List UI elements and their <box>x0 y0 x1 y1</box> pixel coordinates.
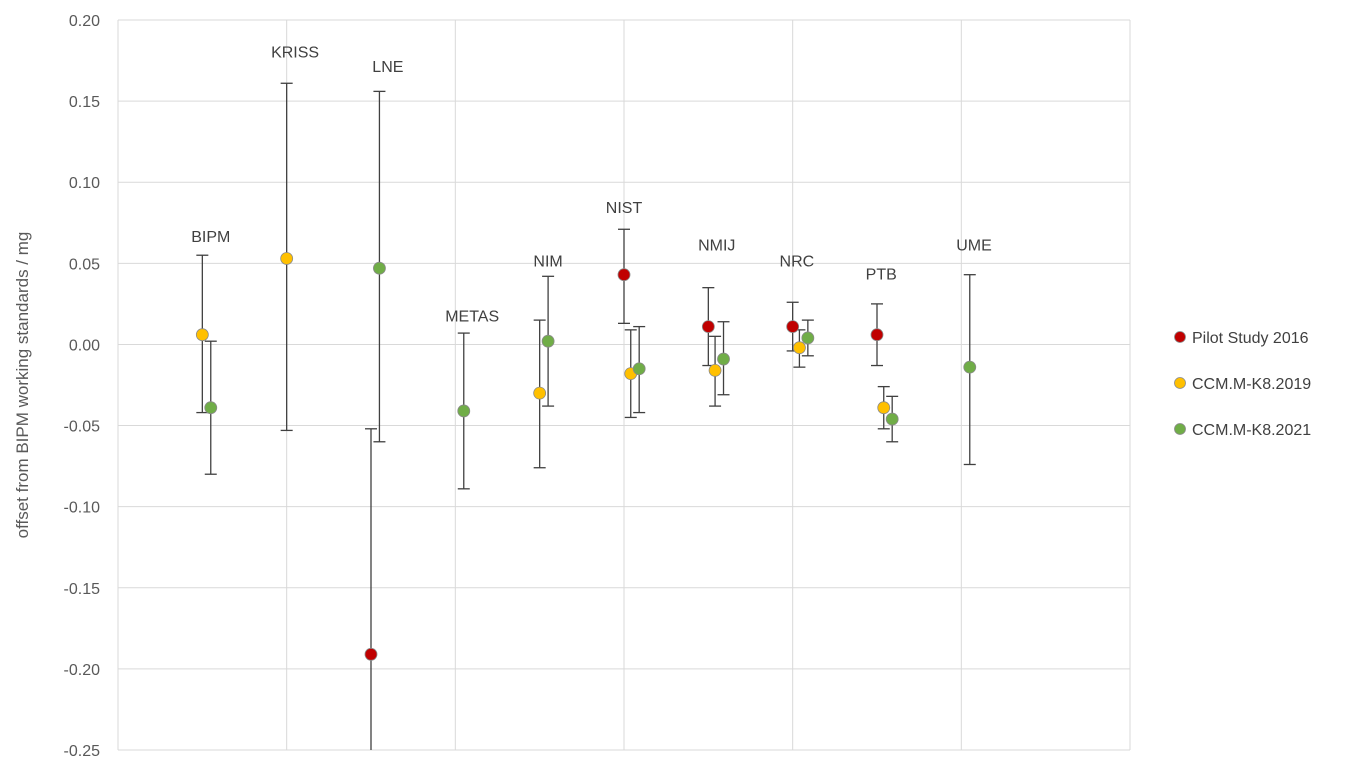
legend-marker <box>1174 423 1186 435</box>
legend-marker <box>1174 377 1186 389</box>
data-point-ptb <box>885 412 899 426</box>
y-tick-label: -0.20 <box>64 662 101 679</box>
legend: Pilot Study 2016 CCM.M-K8.2019 CCM.M-K8.20… <box>1174 330 1311 439</box>
data-point-nist <box>617 268 631 282</box>
category-label-metas: METAS <box>445 309 499 326</box>
data-point-ume <box>963 360 977 374</box>
y-tick-labels: 0.20 0.15 0.10 0.05 0.00 -0.05 -0.10 -0.15 -0.20… <box>64 13 101 760</box>
error-bar-layer <box>196 82 976 750</box>
y-tick-label: -0.25 <box>64 743 101 760</box>
data-point-kriss <box>280 252 294 265</box>
data-point-lne <box>373 261 386 275</box>
data-point-nim <box>533 386 547 400</box>
y-tick-label: 0.15 <box>69 94 100 111</box>
data-point-nist <box>632 362 646 376</box>
category-label-ume: UME <box>956 237 992 254</box>
category-label-nmij: NMIJ <box>698 237 735 254</box>
grid-layer <box>117 19 1131 751</box>
legend-label: CCM.M-K8.2019 <box>1192 376 1311 393</box>
category-label-lne: LNE <box>372 59 403 76</box>
data-point-layer <box>195 252 977 661</box>
y-axis-title: offset from BIPM working standards / mg <box>13 232 32 539</box>
y-tick-label: 0.10 <box>69 175 100 192</box>
y-tick-label: -0.05 <box>64 419 101 436</box>
category-label-kriss: KRISS <box>271 44 319 61</box>
data-point-ptb <box>877 401 891 415</box>
category-label-nrc: NRC <box>780 254 815 271</box>
data-point-nrc <box>786 320 800 334</box>
data-point-nrc <box>801 331 815 345</box>
y-tick-label: -0.10 <box>64 500 101 517</box>
data-point-ptb <box>870 328 884 342</box>
category-label-ptb: PTB <box>866 267 897 284</box>
data-point-metas <box>457 404 471 418</box>
category-label-nim: NIM <box>533 254 562 271</box>
y-tick-label: 0.00 <box>69 337 100 354</box>
data-point-bipm <box>204 401 218 415</box>
data-point-lne <box>364 647 378 661</box>
legend-marker <box>1174 331 1186 343</box>
data-point-nmij <box>717 352 730 366</box>
data-point-nmij <box>701 320 715 334</box>
data-point-bipm <box>195 328 209 342</box>
y-tick-label: -0.15 <box>64 581 101 598</box>
data-point-nim <box>541 334 555 348</box>
y-tick-label: 0.05 <box>69 256 100 273</box>
y-tick-label: 0.20 <box>69 13 100 30</box>
legend-label: CCM.M-K8.2021 <box>1192 422 1311 439</box>
category-label-bipm: BIPM <box>191 229 230 246</box>
data-point-nmij <box>708 363 722 377</box>
legend-label: Pilot Study 2016 <box>1192 330 1309 347</box>
data-point-nrc <box>793 341 806 355</box>
category-label-nist: NIST <box>606 200 643 217</box>
category-labels: BIPM KRISS LNE METAS NIM NIST NMIJ NRC PTB UME <box>191 44 992 325</box>
